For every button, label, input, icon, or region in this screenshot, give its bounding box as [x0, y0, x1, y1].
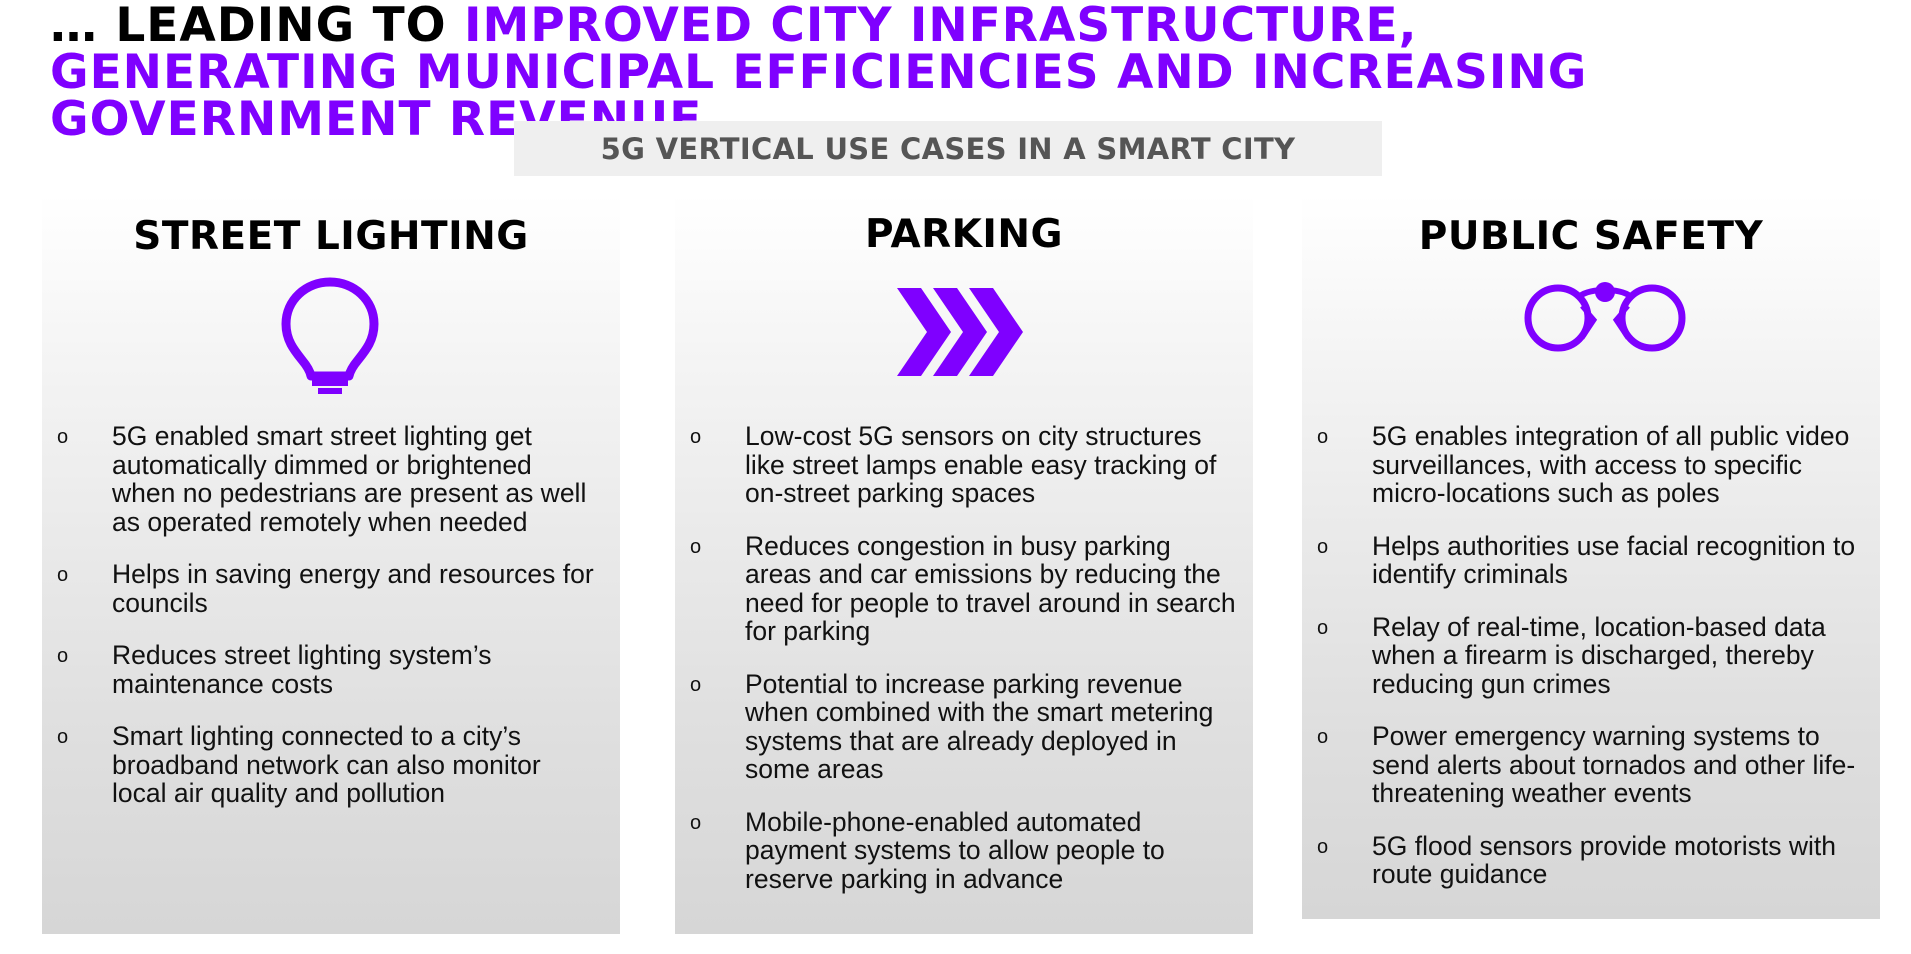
list-item: o Relay of real-time, location-based data… [1302, 611, 1872, 699]
bullet-marker: o [57, 645, 69, 667]
bullet-text: Potential to increase parking revenue wh… [745, 668, 1214, 784]
bullet-text: Low-cost 5G sensors on city structures l… [745, 421, 1217, 508]
bullet-text: 5G enables integration of all public vid… [1372, 421, 1850, 508]
bullet-marker: o [57, 426, 69, 448]
bullet-text: Power emergency warning systems to send … [1372, 721, 1856, 808]
headline-lead: … LEADING TO [50, 0, 464, 53]
headline: … LEADING TO IMPROVED CITY INFRASTRUCTUR… [50, 2, 1690, 143]
list-item: o Low-cost 5G sensors on city structures … [675, 422, 1237, 508]
card-title: PARKING [864, 212, 1064, 257]
card-title: STREET LIGHTING [133, 214, 529, 259]
bullet-text: 5G flood sensors provide motorists with … [1372, 830, 1836, 889]
list-item: o 5G flood sensors provide motorists with… [1302, 830, 1872, 889]
bullet-marker: o [1317, 426, 1329, 448]
list-item: o Mobile-phone-enabled automated payment … [675, 806, 1237, 894]
bullet-text: Reduces congestion in busy parking areas… [745, 530, 1236, 646]
banner-text: 5G VERTICAL USE CASES IN A SMART CITY [600, 131, 1296, 166]
card-public-safety: PUBLIC SAFETY o 5G enables integration of… [1302, 194, 1880, 919]
bullet-marker: o [57, 564, 69, 586]
list-item: o 5G enables integration of all public vi… [1302, 422, 1872, 508]
card-street-lighting: STREET LIGHTING o 5G enabled smart street… [42, 194, 620, 934]
list-item: o Potential to increase parking revenue w… [675, 668, 1237, 784]
bullet-text: Relay of real-time, location-based data … [1372, 611, 1826, 699]
bullet-text: Smart lighting connected to a city’s bro… [112, 721, 541, 808]
headline-accent: IMPROVED CITY INFRASTRUCTURE, GENERATING… [50, 0, 1588, 147]
bullet-marker: o [57, 726, 69, 748]
list-item: o Reduces street lighting system’s mainte… [42, 641, 602, 698]
list-item: o 5G enabled smart street lighting get au… [42, 422, 602, 536]
section-banner: 5G VERTICAL USE CASES IN A SMART CITY [514, 121, 1382, 176]
bullet-text: Helps in saving energy and resources for… [112, 559, 594, 618]
bullet-marker: o [690, 673, 702, 696]
card-parking: PARKING o Low-cost 5G sensors on city str… [675, 194, 1253, 934]
bullet-text: 5G enabled smart street lighting get aut… [112, 421, 587, 537]
bullet-marker: o [690, 535, 702, 558]
bullet-list: o 5G enables integration of all public vi… [1302, 422, 1872, 913]
bullet-marker: o [1317, 535, 1329, 558]
bullet-text: Helps authorities use facial recognition… [1372, 530, 1856, 589]
list-item: o Reduces congestion in busy parking area… [675, 530, 1237, 646]
bullet-marker: o [1317, 616, 1329, 639]
binoculars-icon [1520, 280, 1690, 352]
list-item: o Helps authorities use facial recognitio… [1302, 530, 1872, 589]
list-item: o Smart lighting connected to a city’s br… [42, 722, 602, 808]
bullet-marker: o [1317, 726, 1329, 748]
list-item: o Helps in saving energy and resources fo… [42, 560, 602, 617]
list-item: o Power emergency warning systems to send… [1302, 722, 1872, 808]
card-title: PUBLIC SAFETY [1418, 214, 1764, 259]
bullet-marker: o [690, 426, 702, 448]
bullet-marker: o [1317, 835, 1329, 858]
bullet-text: Reduces street lighting system’s mainten… [112, 640, 492, 699]
bullet-text: Mobile-phone-enabled automated payment s… [745, 806, 1165, 894]
bullet-marker: o [690, 811, 702, 834]
bullet-list: o Low-cost 5G sensors on city structures … [675, 422, 1237, 917]
bullet-list: o 5G enabled smart street lighting get au… [42, 422, 602, 832]
lightbulb-icon [276, 276, 384, 394]
triple-chevron-icon [897, 288, 1023, 376]
